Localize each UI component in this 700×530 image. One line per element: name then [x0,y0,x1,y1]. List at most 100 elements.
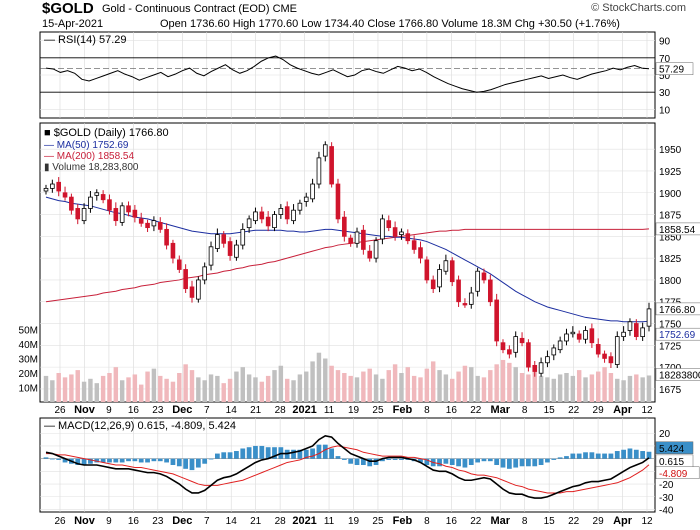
macd-hist-bar-48 [348,458,354,464]
candle-body-18 [157,221,163,230]
macd-hist-bar-95 [646,451,652,459]
macd-hist-bar-85 [583,452,588,459]
candle-body-8 [94,192,100,196]
volume-bar-10 [107,373,112,402]
volume-bar-68 [475,375,480,402]
volume-tick-2: 30M [19,355,38,366]
price-xlabel-23: Apr [613,404,633,416]
macd-hist-bar-94 [640,451,646,459]
macd-hist-bar-19 [164,458,169,463]
candle-body-80 [551,347,557,356]
macd-hist-bar-25 [202,458,208,464]
macd-hist-bar-75 [519,458,525,467]
macd-hist-bar-10 [107,458,112,463]
volume-bar-26 [208,374,214,402]
price-tick-4: 1850 [659,232,682,243]
volume-bar-95 [646,375,652,402]
volume-bar-77 [532,371,537,402]
volume-bar-59 [418,377,423,402]
volume-bar-2 [56,373,61,402]
macd-hist-bar-69 [481,458,487,462]
macd-hist-bar-13 [126,458,131,462]
price-tick-0: 1950 [659,145,682,156]
rsi-tick-3: 30 [659,88,671,99]
volume-bar-43 [316,352,322,402]
volume-bar-91 [621,380,626,402]
macd-hist-bar-70 [487,458,493,462]
volume-bar-50 [361,371,366,402]
volume-bar-85 [583,377,588,402]
price-xlabel-20: 15 [544,405,556,416]
macd-hist-bar-53 [380,458,385,462]
volume-bar-35 [265,375,271,402]
volume-bar-32 [246,374,252,402]
macd-panel: 20100-10-20-30-40— MACD(12,26,9) 0.615, … [39,417,700,527]
candle-body-65 [456,279,461,303]
macd-hist-bar-11 [113,458,119,463]
macd-xlabel-12: 19 [348,516,360,527]
volume-bar-63 [443,374,449,402]
candle-body-70 [488,279,493,303]
volume-tick-1: 20M [19,369,38,380]
rsi-line [45,55,650,93]
price-xlabel-8: 21 [250,405,262,416]
macd-hist-bar-92 [627,448,633,459]
volume-bar-1 [50,380,55,402]
contract-name: Gold - Continuous Contract (EOD) CME [102,3,298,15]
candle-body-62 [437,269,442,288]
candle-body-33 [253,211,258,222]
price-xlabel-1: Nov [74,404,96,416]
candle-body-35 [265,216,271,227]
volume-bar-15 [138,384,144,402]
rsi-last-value: 57.29 [659,65,684,76]
candle-body-22 [183,269,188,290]
macd-hist-bar-44 [322,444,328,459]
ma50-legend: — MA(50) 1752.69 [44,140,129,151]
price-xlabel-2: 9 [106,405,112,416]
candle-body-29 [227,241,233,256]
candle-body-78 [538,362,544,374]
candle-body-0 [43,187,49,192]
volume-bar-13 [126,377,131,402]
macd-hist-bar-21 [176,458,182,467]
candle-body-19 [164,228,169,246]
macd-xlabel-14: Feb [393,515,413,527]
volume-bar-30 [234,371,239,402]
macd-last-value: 0.615 [659,457,684,468]
price-xlabel-12: 19 [348,405,360,416]
volume-bar-23 [189,370,195,402]
candle-body-45 [329,146,334,185]
volume-bar-89 [608,373,614,402]
price-frame [39,122,656,403]
candle-body-43 [316,157,322,185]
price-xlabel-3: 16 [128,405,140,416]
macd-hist-bar-71 [494,458,500,465]
candle-body-81 [557,340,563,351]
candle-body-95 [646,308,652,327]
macd-hist-bar-65 [456,458,461,467]
volume-tick-0: 10M [19,384,38,395]
macd-hist-bar-51 [367,458,373,467]
macd-signal-line [46,445,650,494]
volume-bar-12 [119,380,125,402]
macd-hist-bar-60 [424,458,430,465]
candle-body-50 [361,229,366,250]
volume-bar-45 [329,365,334,402]
price-tick-9: 1725 [659,341,682,352]
candle-body-32 [246,218,252,229]
rsi-tick-1: 70 [659,54,671,65]
candle-body-71 [494,299,499,342]
candle-body-47 [342,216,347,237]
macd-hist-bar-32 [246,447,252,459]
macd-hist-bar-72 [500,458,506,468]
candle-body-94 [640,327,645,338]
candle-body-54 [386,220,392,229]
price-xlabel-14: Feb [393,404,413,416]
macd-hist-bar-7 [88,458,93,464]
macd-hist-bar-16 [145,458,150,463]
macd-hist-bar-15 [138,458,144,463]
symbol-title: $GOLD [42,0,94,17]
macd-hist-bar-31 [240,448,246,459]
price-xlabel-13: 25 [372,405,384,416]
macd-xlabel-16: 16 [446,516,458,527]
